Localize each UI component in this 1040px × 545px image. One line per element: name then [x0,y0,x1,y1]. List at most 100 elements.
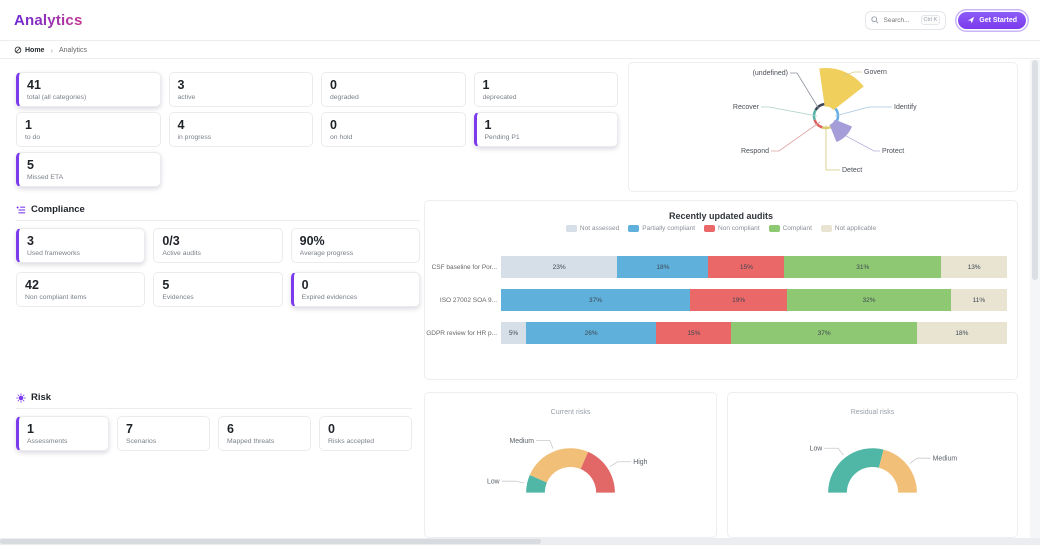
audit-row-label: ISO 27002 SOA 9... [439,296,497,304]
compliance-section-header: Compliance [16,204,420,221]
audit-bar-segment[interactable]: 23% [501,256,618,278]
breadcrumb-home-link[interactable]: Home [14,46,44,54]
stat-value: 42 [25,278,39,292]
stat-label: deprecated [482,94,517,101]
audit-bar-segment[interactable]: 19% [690,289,788,311]
stat-card[interactable]: 6 Mapped threats [218,416,311,451]
stat-card[interactable]: 5 Missed ETA [16,152,161,187]
stat-card[interactable]: 0 on hold [321,112,466,147]
horizontal-scrollbar[interactable] [0,538,1040,545]
audit-bar-segment[interactable]: 15% [708,256,785,278]
stat-value: 0 [330,118,337,132]
stat-label: Average progress [299,250,354,257]
legend-item[interactable]: Not applicable [820,225,877,232]
legend-swatch [820,225,832,232]
stat-value: 7 [126,422,133,436]
audit-bar-segment[interactable]: 26% [526,322,657,344]
gauge-label-low: Low [487,479,500,486]
legend-swatch [565,225,577,232]
gauge-leader-line [909,457,931,464]
gauge-segment-low[interactable] [526,474,547,493]
stat-label: total (all categories) [27,94,87,101]
audits-legend: Not assessed Partially compliant Non com… [425,225,1017,232]
stat-card[interactable]: 42 Non compliant items [16,272,146,307]
stat-card[interactable]: 4 in progress [168,112,313,147]
pie-slice-Detect[interactable] [821,125,831,130]
gauge-segment-high[interactable] [580,451,615,493]
gauge-segment-medium[interactable] [878,449,917,493]
stat-value: 3 [177,78,185,92]
stat-card[interactable]: 0 Expired evidences [290,272,420,307]
horizontal-scrollbar-thumb[interactable] [0,539,541,544]
pie-slice-Respond[interactable] [813,119,823,129]
legend-item[interactable]: Compliant [768,225,812,232]
pie-center [816,106,836,126]
framework-coverage-chart: (undefined) Govern Identify Protect Dete… [733,68,917,174]
get-started-button[interactable]: Get Started [958,11,1026,29]
stat-card[interactable]: 7 Scenarios [117,416,210,451]
compliance-stats-grid: 3 Used frameworks 0/3 Active audits 90% … [16,228,420,307]
legend-item[interactable]: Not assessed [565,225,619,232]
stat-card[interactable]: 1 deprecated [473,72,618,107]
stat-card[interactable]: 3 active [168,72,313,107]
audit-bar-segment[interactable]: 37% [501,289,691,311]
stat-value: 41 [27,78,41,92]
stat-card[interactable]: 3 Used frameworks [16,228,146,263]
audit-bar-segment[interactable]: 18% [617,256,709,278]
audit-row-label: GDPR review for HR p... [426,329,497,337]
stat-label: Non compliant items [25,294,87,301]
audit-bar-row: GDPR review for HR p... 5% 26% 15% 37% 18% [425,322,1007,344]
pie-slice-Recover[interactable] [812,109,817,121]
audit-bar-segment[interactable]: 32% [787,289,951,311]
audit-bar-segment[interactable]: 37% [731,322,917,344]
stat-card[interactable]: 0 degraded [321,72,466,107]
residual-risks-title: Residual risks [850,409,895,416]
stat-card[interactable]: 0 Risks accepted [319,416,412,451]
vertical-scrollbar[interactable] [1030,60,1040,538]
gauge-label-medium: Medium [509,438,534,445]
stat-value: 1 [25,118,32,132]
stat-label: Evidences [162,294,194,301]
stat-label: Active audits [162,250,201,257]
header-actions: Ctrl K Get Started [864,10,1026,30]
stat-value: 0/3 [162,234,180,248]
vertical-scrollbar-thumb[interactable] [1032,60,1038,280]
audit-bar-segment[interactable]: 15% [656,322,732,344]
stat-card[interactable]: 41 total (all categories) [16,72,161,107]
stat-card[interactable]: 1 Pending P1 [473,112,618,147]
audit-bar-segment[interactable]: 18% [916,322,1007,344]
search-input[interactable] [881,15,918,25]
search-box[interactable]: Ctrl K [864,10,947,30]
breadcrumb: Home › Analytics [0,42,1040,59]
legend-label: Not applicable [834,225,877,232]
stat-card[interactable]: 1 Assessments [16,416,109,451]
pie-slice-undefined[interactable] [814,102,825,111]
legend-label: Partially compliant [642,225,696,232]
compliance-list-icon [16,205,26,213]
stat-card[interactable]: 1 to do [16,112,161,147]
stat-label: to do [25,134,41,141]
stat-card[interactable]: 5 Evidences [153,272,283,307]
audit-bar-row: ISO 27002 SOA 9... 37% 19% 32% 11% [425,289,1007,311]
legend-item[interactable]: Non compliant [704,225,760,232]
stat-card[interactable]: 90% Average progress [290,228,420,263]
search-shortcut-badge: Ctrl K [920,15,941,25]
stat-card[interactable]: 0/3 Active audits [153,228,283,263]
audit-bar-segment[interactable]: 5% [501,322,527,344]
audit-bar-segment[interactable]: 11% [950,289,1007,311]
audit-bar-segment[interactable]: 13% [941,256,1007,278]
residual-risks-panel: Residual risks Low Medium [727,392,1018,538]
stat-label: Pending P1 [484,134,520,141]
compliance-section-title: Compliance [31,204,85,215]
gauge-leader-line [609,461,632,467]
pie-slice-Govern[interactable] [819,68,864,116]
pie-slice-Identify[interactable] [834,107,840,121]
legend-item[interactable]: Partially compliant [628,225,695,232]
gauge-segment-low[interactable] [828,448,884,493]
audit-bar-segment[interactable]: 31% [784,256,942,278]
audit-bar-row: CSF baseline for Por... 23% 18% 15% 31% 13% [425,256,1007,278]
risk-stats-grid: 1 Assessments 7 Scenarios 6 Mapped threa… [16,416,412,451]
gauge-segment-medium[interactable] [529,448,589,483]
search-icon [870,16,879,24]
